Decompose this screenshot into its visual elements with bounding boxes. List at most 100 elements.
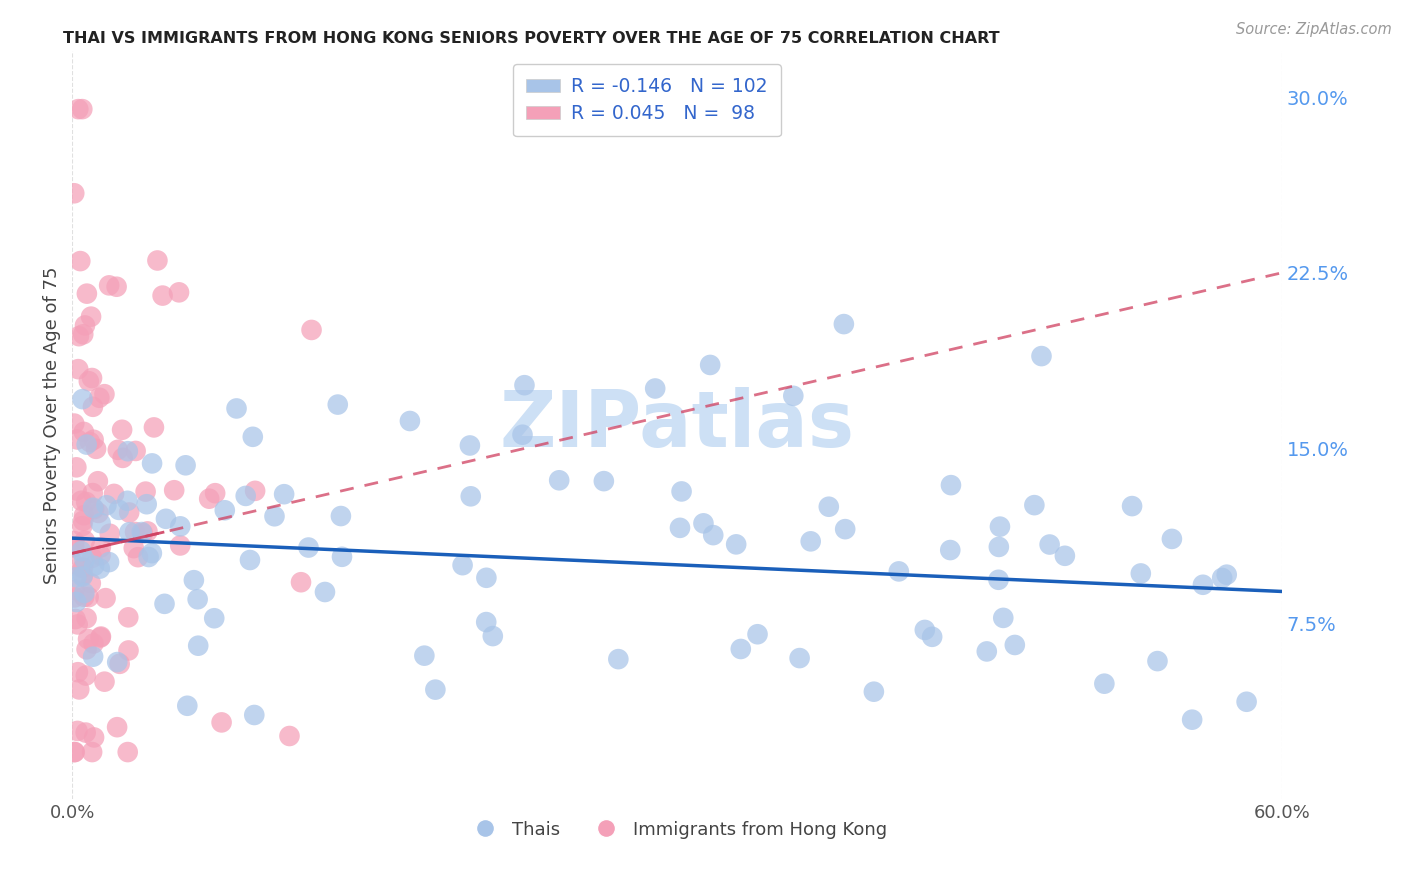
Point [72, 327, 94, 342]
Point [111, 423, 134, 437]
Point [132, 526, 155, 541]
Point [73, 508, 96, 523]
Point [987, 540, 1010, 554]
Point [202, 611, 225, 625]
Point [77, 632, 100, 646]
Point [72, 514, 94, 528]
Point [117, 493, 139, 508]
Point [1053, 549, 1076, 563]
Point [70, 493, 93, 508]
Text: ZIPatlas: ZIPatlas [499, 387, 855, 463]
Point [75, 725, 97, 739]
Point [1039, 537, 1062, 551]
Point [1121, 499, 1143, 513]
Point [82, 500, 104, 515]
Point [63, 583, 86, 598]
Point [122, 541, 145, 555]
Point [242, 430, 264, 444]
Point [73, 533, 96, 548]
Point [235, 489, 257, 503]
Point [921, 630, 943, 644]
Point [76, 437, 98, 451]
Point [863, 684, 886, 698]
Point [138, 549, 160, 564]
Point [1146, 654, 1168, 668]
Point [111, 450, 134, 465]
Point [976, 644, 998, 658]
Point [73, 318, 96, 333]
Point [458, 438, 481, 452]
Point [167, 285, 190, 300]
Point [460, 489, 482, 503]
Point [702, 528, 724, 542]
Point [93, 674, 115, 689]
Point [76, 611, 98, 625]
Point [80, 576, 103, 591]
Point [117, 444, 139, 458]
Point [243, 708, 266, 723]
Point [782, 389, 804, 403]
Point [187, 639, 209, 653]
Point [117, 745, 139, 759]
Point [105, 655, 128, 669]
Point [142, 420, 165, 434]
Point [174, 458, 197, 473]
Point [512, 427, 534, 442]
Point [152, 288, 174, 302]
Text: THAI VS IMMIGRANTS FROM HONG KONG SENIORS POVERTY OVER THE AGE OF 75 CORRELATION: THAI VS IMMIGRANTS FROM HONG KONG SENIOR… [63, 31, 1000, 46]
Point [72, 568, 94, 582]
Point [83, 502, 105, 516]
Point [832, 317, 855, 331]
Point [90, 548, 112, 562]
Point [90, 630, 112, 644]
Point [692, 516, 714, 531]
Point [1031, 349, 1053, 363]
Point [124, 524, 146, 539]
Point [314, 585, 336, 599]
Point [83, 731, 105, 745]
Point [1160, 532, 1182, 546]
Point [89, 391, 111, 405]
Point [399, 414, 422, 428]
Point [135, 497, 157, 511]
Point [63, 186, 86, 201]
Point [592, 474, 614, 488]
Point [451, 558, 474, 573]
Point [141, 546, 163, 560]
Point [82, 636, 104, 650]
Point [135, 484, 157, 499]
Point [176, 698, 198, 713]
Point [817, 500, 839, 514]
Point [79, 435, 101, 450]
Legend: Thais, Immigrants from Hong Kong: Thais, Immigrants from Hong Kong [460, 814, 894, 846]
Point [70, 544, 93, 558]
Point [76, 642, 98, 657]
Point [425, 682, 447, 697]
Point [136, 524, 159, 539]
Point [747, 627, 769, 641]
Point [63, 417, 86, 431]
Point [73, 425, 96, 439]
Point [67, 102, 90, 116]
Point [887, 565, 910, 579]
Point [211, 715, 233, 730]
Point [297, 541, 319, 555]
Point [118, 506, 141, 520]
Point [72, 102, 94, 116]
Point [214, 503, 236, 517]
Point [98, 278, 121, 293]
Point [163, 483, 186, 498]
Point [65, 612, 87, 626]
Point [65, 570, 87, 584]
Point [939, 478, 962, 492]
Point [699, 358, 721, 372]
Point [94, 591, 117, 606]
Point [183, 573, 205, 587]
Point [117, 610, 139, 624]
Point [82, 649, 104, 664]
Point [117, 643, 139, 657]
Point [481, 629, 503, 643]
Point [69, 254, 91, 268]
Point [107, 442, 129, 457]
Point [1236, 695, 1258, 709]
